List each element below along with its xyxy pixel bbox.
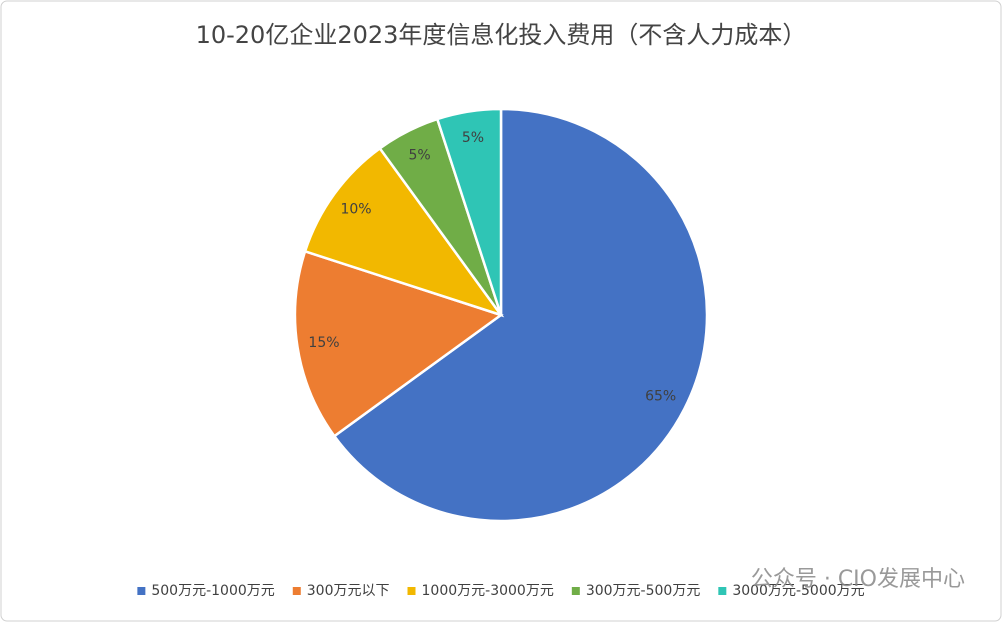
pie-slice bbox=[293, 249, 504, 438]
legend-item: 300万元以下 bbox=[292, 583, 390, 599]
legend-label: 300万元-500万元 bbox=[586, 583, 701, 599]
legend-item: 3000万元-5000万元 bbox=[718, 583, 865, 599]
pie: 65% 15% 10% 5% 5% bbox=[293, 107, 709, 523]
legend-item: 300万元-500万元 bbox=[571, 583, 701, 599]
data-label: 5% bbox=[409, 147, 431, 163]
legend-label: 300万元以下 bbox=[307, 583, 390, 599]
watermark: 公众号 · CIO发展中心 bbox=[751, 567, 965, 592]
legend-label: 500万元-1000万元 bbox=[151, 583, 274, 599]
chart-title: 10-20亿企业2023年度信息化投入费用（不含人力成本） bbox=[196, 21, 807, 49]
data-label: 5% bbox=[462, 130, 484, 146]
pie-slice bbox=[332, 107, 709, 523]
legend-swatch bbox=[718, 587, 727, 595]
legend-label: 3000万元-5000万元 bbox=[732, 583, 864, 599]
legend-item: 1000万元-3000万元 bbox=[407, 583, 554, 599]
legend-item: 500万元-1000万元 bbox=[137, 583, 275, 599]
data-label: 65% bbox=[645, 388, 676, 404]
pie-slice bbox=[435, 107, 503, 316]
legend-swatch bbox=[137, 587, 146, 595]
legend-swatch bbox=[292, 587, 301, 595]
pie-slice bbox=[303, 146, 505, 318]
legend: 500万元-1000万元 300万元以下 1000万元-3000万元 300万元-50… bbox=[137, 583, 865, 599]
legend-swatch bbox=[571, 587, 580, 595]
data-label: 15% bbox=[308, 335, 339, 351]
legend-swatch bbox=[407, 587, 416, 595]
legend-label: 1000万元-3000万元 bbox=[422, 583, 554, 599]
data-label: 10% bbox=[340, 202, 371, 218]
